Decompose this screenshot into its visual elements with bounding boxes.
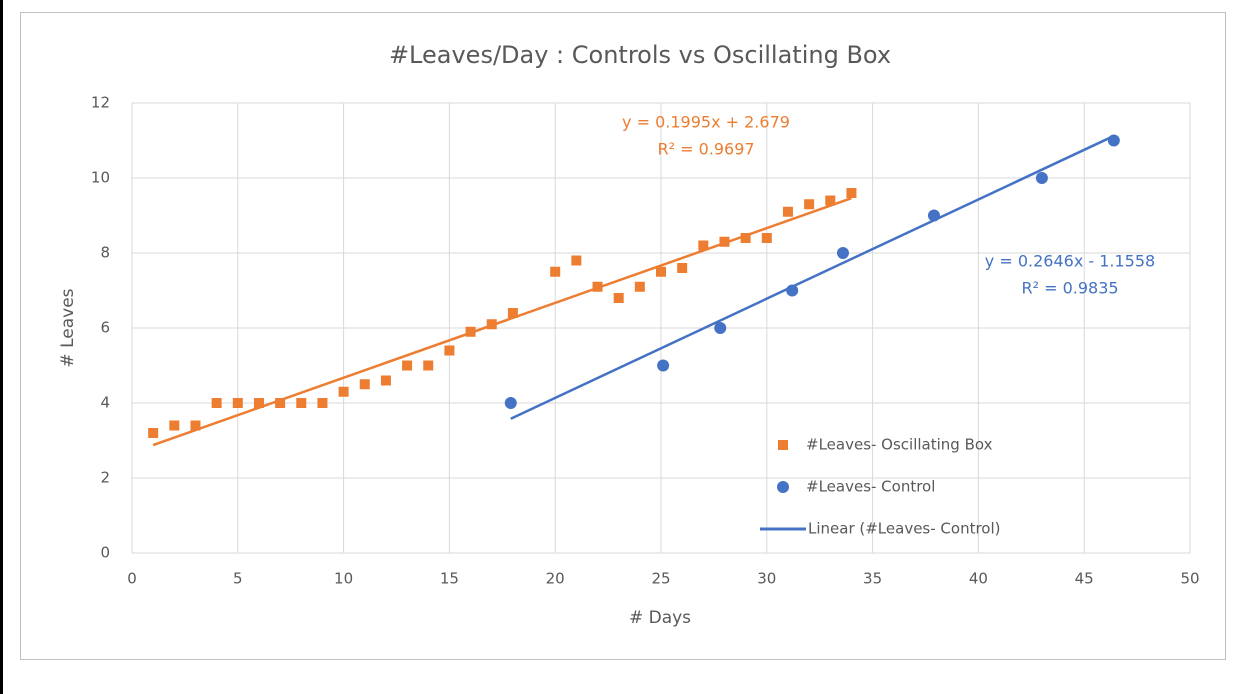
data-point bbox=[380, 375, 391, 386]
left-border bbox=[0, 0, 3, 694]
data-point bbox=[169, 420, 180, 431]
data-point bbox=[550, 266, 561, 277]
data-point bbox=[402, 360, 413, 371]
y-tick-label: 0 bbox=[100, 544, 110, 562]
data-point bbox=[486, 319, 497, 330]
data-point bbox=[740, 233, 751, 243]
data-point bbox=[927, 209, 940, 222]
data-point bbox=[782, 206, 793, 217]
data-point bbox=[465, 326, 476, 337]
trendline-r2: R² = 0.9697 bbox=[657, 140, 754, 159]
data-point bbox=[634, 281, 645, 292]
data-point bbox=[804, 199, 815, 210]
data-point bbox=[677, 263, 688, 273]
y-tick-label: 8 bbox=[100, 244, 110, 262]
y-tick-label: 2 bbox=[100, 469, 110, 487]
data-point bbox=[836, 247, 849, 259]
data-point bbox=[613, 293, 624, 303]
data-point bbox=[761, 233, 772, 243]
data-point bbox=[507, 308, 518, 318]
data-point bbox=[592, 281, 603, 292]
chart-frame bbox=[20, 12, 1226, 660]
x-axis-label: # Days bbox=[629, 608, 691, 628]
data-point bbox=[190, 420, 201, 431]
data-point bbox=[825, 195, 836, 206]
y-tick-label: 4 bbox=[100, 394, 110, 412]
x-tick-label: 40 bbox=[969, 570, 988, 588]
legend-label: Linear (#Leaves- Control) bbox=[808, 520, 1001, 538]
data-point bbox=[444, 345, 455, 356]
y-tick-label: 12 bbox=[91, 94, 110, 112]
data-point bbox=[317, 398, 328, 408]
data-point bbox=[359, 379, 370, 390]
legend-label: #Leaves- Control bbox=[806, 478, 935, 496]
trendline bbox=[510, 134, 1115, 420]
data-point bbox=[338, 386, 349, 397]
trendline bbox=[152, 196, 852, 447]
data-point bbox=[211, 398, 222, 408]
data-point bbox=[698, 240, 709, 251]
legend-marker bbox=[778, 440, 788, 450]
data-point bbox=[504, 397, 517, 409]
y-axis-label: # Leaves bbox=[58, 288, 78, 367]
x-tick-label: 35 bbox=[863, 570, 882, 588]
data-point bbox=[656, 266, 666, 277]
data-point bbox=[1035, 172, 1048, 184]
x-tick-label: 45 bbox=[1075, 570, 1094, 588]
data-point bbox=[571, 255, 582, 266]
data-point bbox=[719, 236, 730, 247]
x-tick-label: 50 bbox=[1180, 570, 1199, 588]
legend-marker bbox=[777, 481, 789, 493]
data-point bbox=[714, 322, 727, 334]
x-tick-label: 25 bbox=[651, 570, 670, 588]
data-point bbox=[786, 284, 799, 297]
data-point bbox=[1107, 134, 1120, 147]
y-tick-label: 6 bbox=[100, 319, 110, 337]
x-tick-label: 5 bbox=[233, 570, 243, 588]
trendline-equation: y = 0.2646x - 1.1558 bbox=[985, 252, 1155, 271]
data-point bbox=[846, 188, 857, 198]
x-tick-label: 15 bbox=[440, 570, 459, 588]
data-point bbox=[296, 398, 307, 408]
y-tick-label: 10 bbox=[91, 169, 110, 187]
x-tick-label: 0 bbox=[127, 570, 137, 588]
data-point bbox=[232, 398, 243, 408]
data-point bbox=[657, 359, 670, 372]
data-point bbox=[253, 398, 264, 408]
legend-label: #Leaves- Oscillating Box bbox=[806, 436, 993, 454]
x-tick-label: 10 bbox=[334, 570, 353, 588]
data-point bbox=[148, 428, 159, 438]
trendline-r2: R² = 0.9835 bbox=[1021, 279, 1118, 298]
chart-title: #Leaves/Day : Controls vs Oscillating Bo… bbox=[389, 41, 891, 69]
data-point bbox=[423, 360, 434, 371]
trendline-equation: y = 0.1995x + 2.679 bbox=[622, 113, 790, 132]
x-tick-label: 20 bbox=[546, 570, 565, 588]
x-tick-label: 30 bbox=[757, 570, 776, 588]
data-point bbox=[275, 398, 286, 408]
